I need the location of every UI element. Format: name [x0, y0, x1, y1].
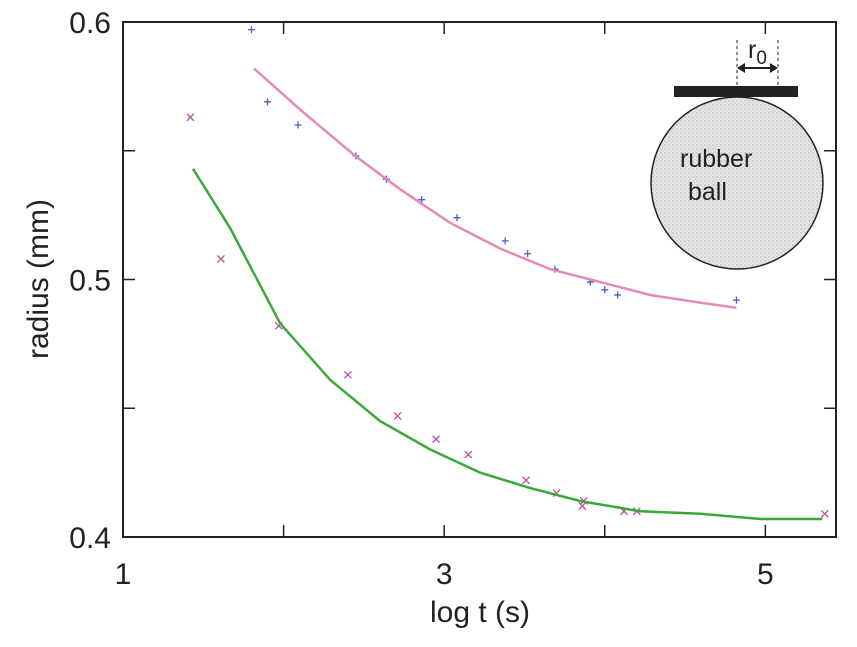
radius-label: r0: [748, 36, 767, 69]
fit-curve: [253, 67, 737, 310]
y-axis-label: radius (mm): [22, 199, 55, 359]
plate: [674, 86, 798, 97]
x-tick-label: 3: [436, 558, 453, 591]
data-point: [343, 370, 352, 379]
ball-label: rubber: [680, 145, 752, 173]
data-point: [247, 26, 255, 34]
data-point: [464, 450, 473, 459]
inset: r0 rubber ball: [650, 36, 824, 270]
data-point: [216, 254, 225, 263]
data-point: [578, 502, 587, 511]
data-point: [524, 250, 532, 258]
radius-subscript: 0: [756, 48, 767, 69]
data-point: [294, 121, 302, 129]
data-point: [522, 476, 531, 485]
data-point: [501, 237, 509, 245]
data-point: [732, 296, 740, 304]
x-tick-label: 5: [757, 558, 774, 591]
x-tick-label: 1: [115, 558, 132, 591]
ball-label: ball: [688, 178, 727, 206]
data-point: [418, 196, 426, 204]
y-tick-label: 0.6: [69, 7, 111, 40]
rubber-ball: [650, 96, 824, 270]
data-point: [453, 214, 461, 222]
radius-symbol: r: [748, 36, 756, 64]
y-tick-label: 0.5: [69, 265, 111, 298]
data-point: [432, 435, 441, 444]
fit-curve: [191, 168, 823, 521]
x-axis-label: log t (s): [430, 596, 530, 629]
y-tick-label: 0.4: [69, 522, 111, 555]
data-point: [264, 98, 272, 106]
data-point: [820, 509, 829, 518]
data-point: [186, 113, 195, 122]
data-point: [393, 412, 402, 420]
data-point: [601, 286, 609, 294]
data-point: [614, 291, 622, 299]
